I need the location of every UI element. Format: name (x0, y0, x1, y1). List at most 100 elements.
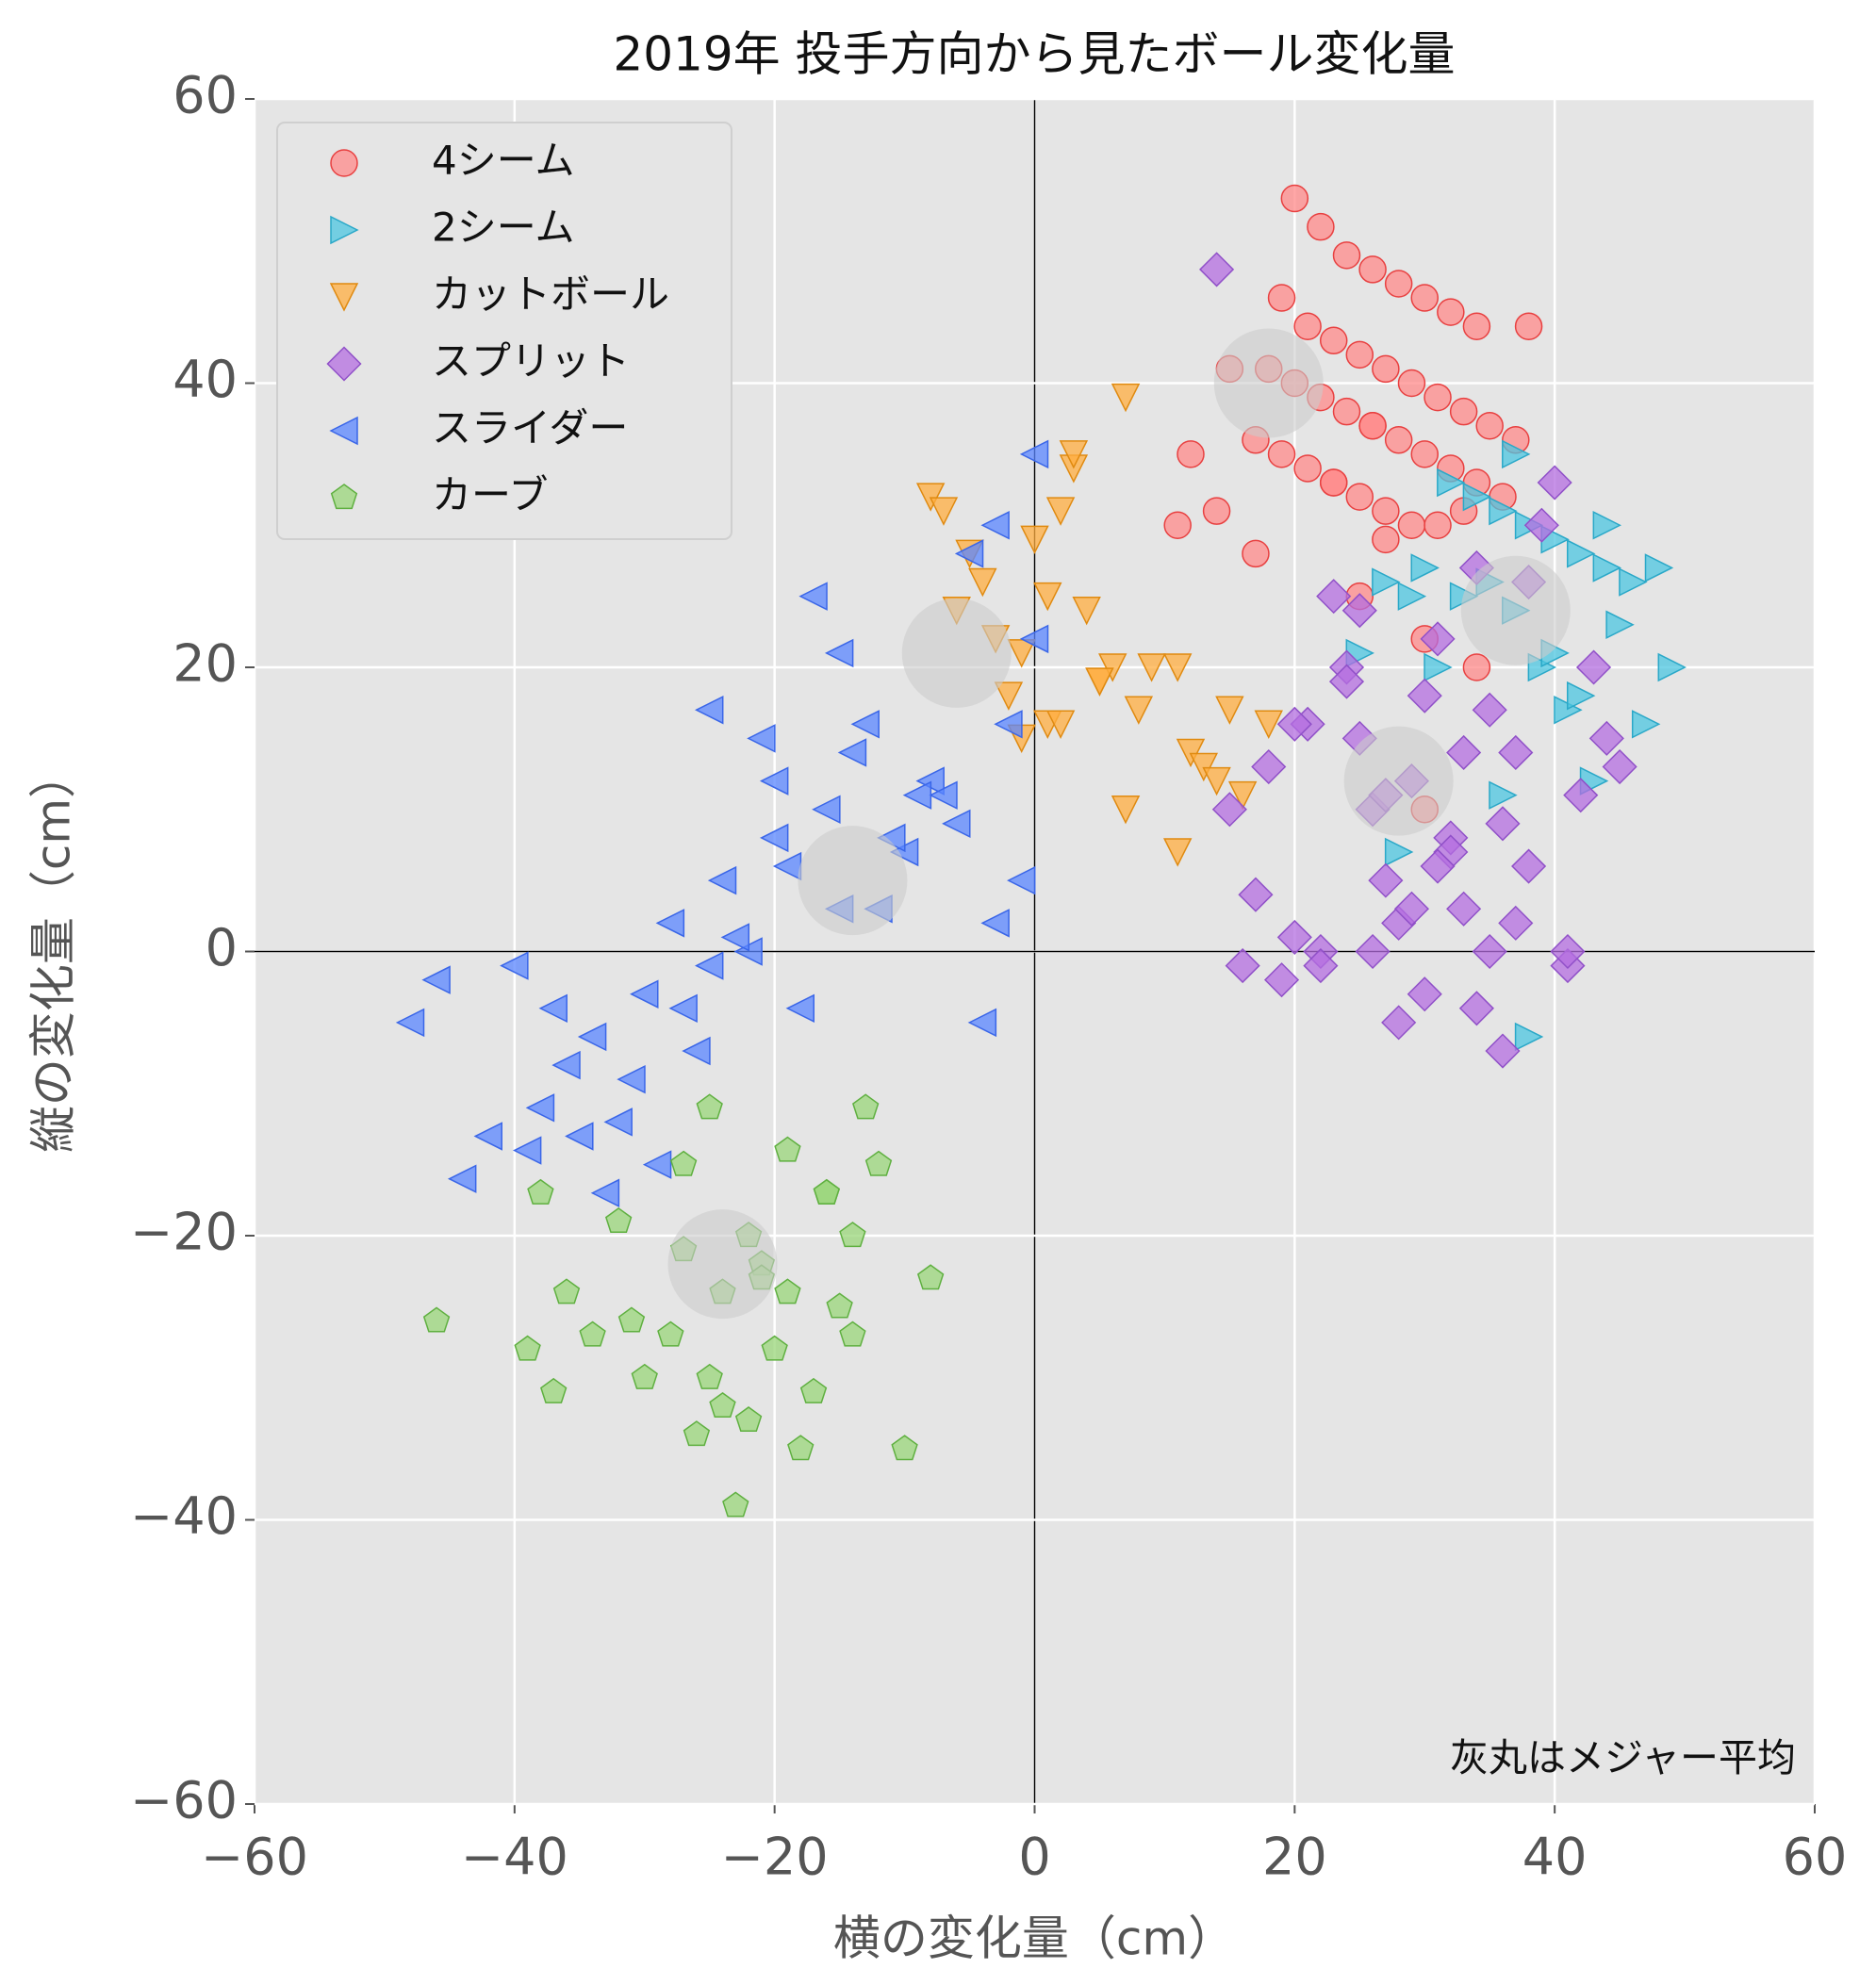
x-tick-label: 0 (1018, 1828, 1050, 1887)
point (1489, 780, 1518, 810)
point (617, 1306, 646, 1333)
point (1567, 539, 1596, 568)
point (631, 1363, 658, 1389)
point (657, 1321, 684, 1347)
y-tick-label: 20 (173, 634, 238, 694)
point (1393, 891, 1430, 927)
y-tick-label: 40 (173, 350, 238, 409)
point (1462, 482, 1492, 512)
x-tick-label: 40 (1522, 1828, 1588, 1887)
point (1489, 496, 1518, 526)
point (1176, 738, 1206, 768)
legend-label: 4シーム (432, 138, 574, 184)
point (774, 1136, 801, 1162)
point (1177, 440, 1205, 468)
point (1045, 710, 1076, 739)
point (1293, 312, 1322, 340)
point (1381, 1005, 1417, 1041)
point (852, 1093, 880, 1120)
point (1332, 241, 1361, 270)
point (1420, 621, 1456, 657)
point (967, 1008, 997, 1038)
point (1410, 440, 1439, 468)
point (1462, 312, 1491, 340)
point (1358, 411, 1387, 440)
point (1472, 933, 1507, 970)
point (512, 1136, 542, 1165)
point (1162, 653, 1193, 682)
point (1111, 383, 1141, 413)
point (954, 539, 984, 568)
point (1225, 948, 1260, 984)
point (696, 1363, 723, 1389)
point (1163, 511, 1192, 539)
legend-marker (329, 283, 359, 312)
x-tick-label: 20 (1262, 1828, 1327, 1887)
y-tick-label: −20 (130, 1203, 238, 1262)
point (1358, 255, 1387, 284)
point (1644, 553, 1674, 582)
average-point (798, 826, 908, 936)
point (630, 979, 659, 1009)
point (551, 1050, 581, 1080)
chart-title: 2019年 投手方向から見たボール変化量 (613, 27, 1455, 82)
legend-marker (326, 346, 362, 382)
point (747, 724, 776, 753)
point (1523, 507, 1559, 543)
y-tick-label: 0 (206, 918, 238, 977)
point (1111, 796, 1141, 825)
point (565, 1122, 594, 1151)
point (1372, 567, 1401, 597)
point (1254, 710, 1283, 739)
point (942, 809, 971, 839)
point (1267, 284, 1296, 312)
point (1449, 397, 1478, 426)
point (538, 993, 568, 1024)
point (1019, 439, 1049, 469)
point (1567, 681, 1596, 711)
point (1372, 525, 1400, 554)
point (1267, 440, 1296, 468)
point (1319, 326, 1348, 355)
point (709, 1391, 736, 1418)
point (734, 1406, 763, 1433)
point (1384, 837, 1414, 867)
point (1307, 212, 1335, 241)
point (1007, 639, 1036, 668)
point (1397, 511, 1426, 539)
point (682, 1036, 711, 1066)
point (1045, 497, 1076, 526)
point (722, 1491, 749, 1517)
point (579, 1321, 606, 1347)
point (798, 582, 828, 611)
point (1085, 667, 1114, 697)
point (759, 823, 789, 853)
point (994, 710, 1023, 739)
point (1316, 579, 1352, 615)
y-tick-label: −60 (130, 1771, 238, 1830)
point (1332, 397, 1361, 426)
point (707, 865, 737, 895)
point (1368, 862, 1404, 898)
point (514, 1335, 541, 1361)
legend-marker (330, 149, 358, 177)
point (1605, 610, 1635, 639)
point (447, 1164, 477, 1193)
point (1345, 340, 1374, 369)
point (1410, 284, 1439, 312)
point (500, 951, 529, 980)
legend-label: カーブ (432, 472, 548, 518)
point (837, 738, 867, 767)
point (812, 795, 841, 824)
x-tick-label: −40 (461, 1828, 568, 1887)
point (720, 923, 750, 952)
point (1384, 426, 1413, 454)
average-point (1460, 555, 1571, 665)
point (1372, 354, 1400, 384)
point (891, 1435, 918, 1461)
point (1437, 298, 1465, 326)
point (695, 696, 724, 725)
point (473, 1122, 502, 1151)
point (968, 567, 997, 598)
point (1215, 696, 1244, 725)
